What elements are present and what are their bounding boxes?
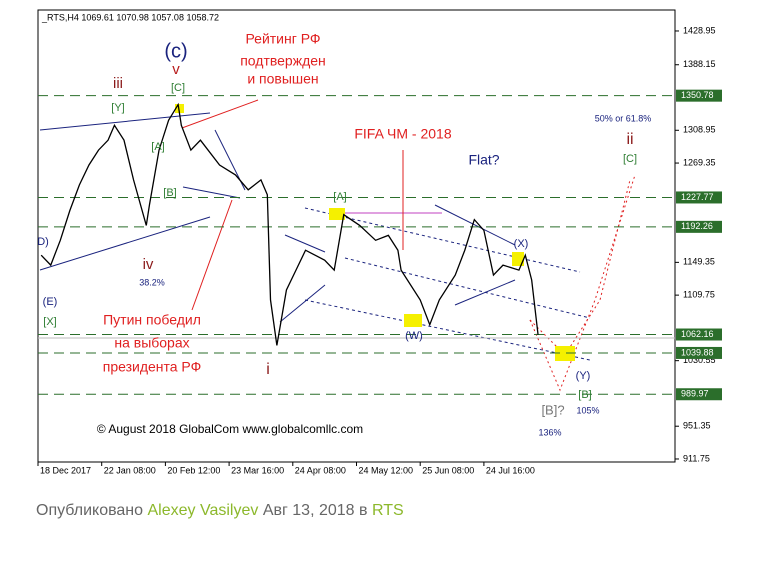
author-link[interactable]: Alexey Vasilyev: [147, 502, 259, 519]
x-tick-label: 24 Jul 16:00: [486, 465, 535, 475]
level-label: 1062.16: [681, 329, 714, 339]
level-box: [676, 89, 722, 102]
x-tick-label: 23 Mar 16:00: [231, 465, 284, 475]
level-label: 1192.26: [681, 221, 713, 231]
level-label: 1227.77: [681, 192, 714, 202]
annotation: iii: [113, 75, 123, 92]
annotation: [C]: [171, 82, 185, 94]
chart: _RTS,H4 1069.61 1070.98 1057.08 1058.72 1…: [37, 9, 722, 475]
annotation: подтвержден: [240, 53, 326, 69]
level-box: [676, 191, 722, 204]
y-tick-label: 911.75: [683, 453, 710, 463]
plot-frame: [37, 9, 676, 463]
level-label: 1039.88: [681, 347, 714, 357]
annotation: Путин победил: [103, 312, 201, 328]
annotation: и повышен: [247, 71, 318, 87]
annotation: i: [266, 361, 270, 378]
annotation: FIFA ЧМ - 2018: [354, 126, 451, 142]
annotation: 50% or 61.8%: [595, 113, 652, 123]
y-tick-label: 1269.35: [683, 157, 716, 167]
y-tick-label: 951.35: [683, 421, 711, 431]
annotation: [X]: [43, 316, 56, 328]
level-label: 1350.78: [681, 90, 714, 100]
annotation: [A]: [151, 141, 164, 153]
x-tick-label: 25 Jun 08:00: [422, 465, 474, 475]
level-box: [676, 388, 722, 401]
annotation: на выборах: [114, 335, 189, 351]
x-tick-label: 18 Dec 2017: [40, 465, 91, 475]
annotation: 38.2%: [139, 277, 165, 287]
annotation: [C]: [623, 153, 637, 165]
annotation: [B]: [578, 389, 591, 401]
footer-date: Авг 13, 2018 в: [262, 502, 368, 519]
x-tick-label: 20 Feb 12:00: [167, 465, 220, 475]
annotation: Рейтинг РФ: [245, 31, 320, 47]
x-tick-label: 22 Jan 08:00: [104, 465, 156, 475]
annotation: 105%: [576, 405, 599, 415]
level-box: [676, 220, 722, 233]
symbol-link[interactable]: RTS: [371, 502, 404, 519]
y-tick-label: 1428.95: [683, 25, 716, 35]
annotation: D): [37, 236, 49, 248]
annotation: [Y]: [111, 102, 124, 114]
level-box: [676, 346, 722, 359]
y-tick-label: 1030.55: [683, 355, 716, 365]
annotation: iv: [143, 256, 154, 273]
y-tick-label: 1388.15: [683, 59, 716, 69]
y-tick-label: 1109.75: [683, 290, 715, 300]
annotation: 136%: [538, 427, 561, 437]
annotation: (X): [514, 238, 529, 250]
annotation: v: [172, 61, 180, 78]
footer-prefix: Опубликовано: [36, 502, 144, 519]
level-label: 989.97: [681, 389, 709, 399]
annotation: Flat?: [468, 152, 499, 168]
markers: [175, 104, 575, 361]
price-line: [40, 102, 539, 346]
wave-lines: [38, 99, 675, 392]
chart-header: _RTS,H4 1069.61 1070.98 1057.08 1058.72: [41, 12, 219, 22]
annotation: (c): [164, 40, 187, 62]
y-tick-label: 1308.95: [683, 125, 716, 135]
x-tick-label: 24 Apr 08:00: [295, 465, 346, 475]
annotation: ii: [626, 131, 633, 148]
annotation: (W): [405, 330, 423, 342]
annotation: президента РФ: [103, 359, 202, 375]
level-box: [676, 328, 722, 341]
annotation: © August 2018 GlobalCom www.globalcomllc…: [97, 422, 363, 436]
annotation: (E): [43, 296, 58, 308]
x-tick-label: 24 May 12:00: [359, 465, 414, 475]
annotation: [A]: [333, 191, 346, 203]
annotation: (Y): [576, 370, 591, 382]
annotation: [B]: [163, 187, 176, 199]
annotation: [B]?: [541, 402, 564, 417]
y-tick-label: 1149.35: [683, 257, 715, 267]
footer: Опубликовано Alexey Vasilyev Авг 13, 201…: [36, 502, 404, 520]
